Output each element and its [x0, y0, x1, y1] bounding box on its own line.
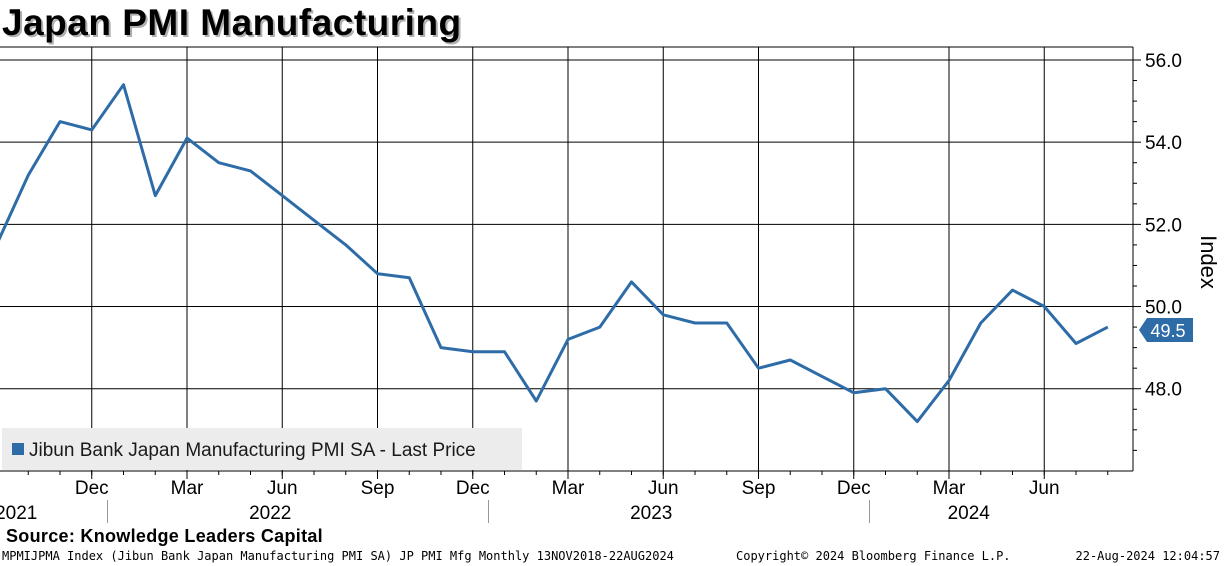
y-axis: 48.0 50.0 52.0 54.0 56.0	[1132, 47, 1182, 471]
y-tick-label: 50.0	[1145, 298, 1182, 319]
source-note: Source: Knowledge Leaders Capital	[6, 526, 323, 546]
x-tick-label: Dec	[837, 478, 871, 499]
legend-swatch	[12, 443, 24, 455]
x-tick-label: Mar	[552, 478, 585, 499]
x-tick-label: Mar	[171, 478, 204, 499]
year-label: 2023	[630, 503, 672, 524]
series-layer	[0, 83, 1109, 424]
last-value-tag: 49.5	[1139, 318, 1193, 342]
year-label: 2024	[948, 503, 991, 524]
x-axis: Dec Mar Jun Sep Dec Mar Jun Sep Dec Mar Jun 2021 202…	[0, 471, 1109, 524]
x-tick-label: Jun	[267, 478, 298, 499]
chart-title: Japan PMI Manufacturing	[2, 2, 462, 43]
x-tick-label: Sep	[361, 478, 395, 499]
footer-ticker-info: MPMIJPMA Index (Jibun Bank Japan Manufac…	[2, 549, 674, 563]
footer-copyright: Copyright© 2024 Bloomberg Finance L.P.	[736, 549, 1011, 563]
x-tick-label: Dec	[75, 478, 109, 499]
y-tick-label: 48.0	[1145, 380, 1182, 401]
legend-label: Jibun Bank Japan Manufacturing PMI SA - …	[29, 440, 476, 461]
y-tick-label: 54.0	[1145, 133, 1182, 154]
x-tick-label: Dec	[456, 478, 490, 499]
x-tick-label: Jun	[648, 478, 679, 499]
series-line	[0, 83, 1109, 424]
y-tick-label: 52.0	[1145, 215, 1182, 236]
legend-background	[2, 428, 522, 470]
y-tick-label: 56.0	[1145, 51, 1182, 72]
footer-timestamp: 22-Aug-2024 12:04:57	[1075, 549, 1221, 563]
gridlines	[0, 46, 1133, 472]
x-tick-label: Sep	[742, 478, 776, 499]
last-value-label: 49.5	[1150, 321, 1185, 341]
legend: Jibun Bank Japan Manufacturing PMI SA - …	[2, 428, 522, 470]
x-tick-label: Mar	[933, 478, 966, 499]
last-value-tag-shape	[1139, 318, 1193, 342]
y-axis-title: Index	[1196, 235, 1221, 289]
year-label: 2021	[0, 503, 37, 524]
x-tick-label: Jun	[1029, 478, 1060, 499]
year-label: 2022	[249, 503, 291, 524]
